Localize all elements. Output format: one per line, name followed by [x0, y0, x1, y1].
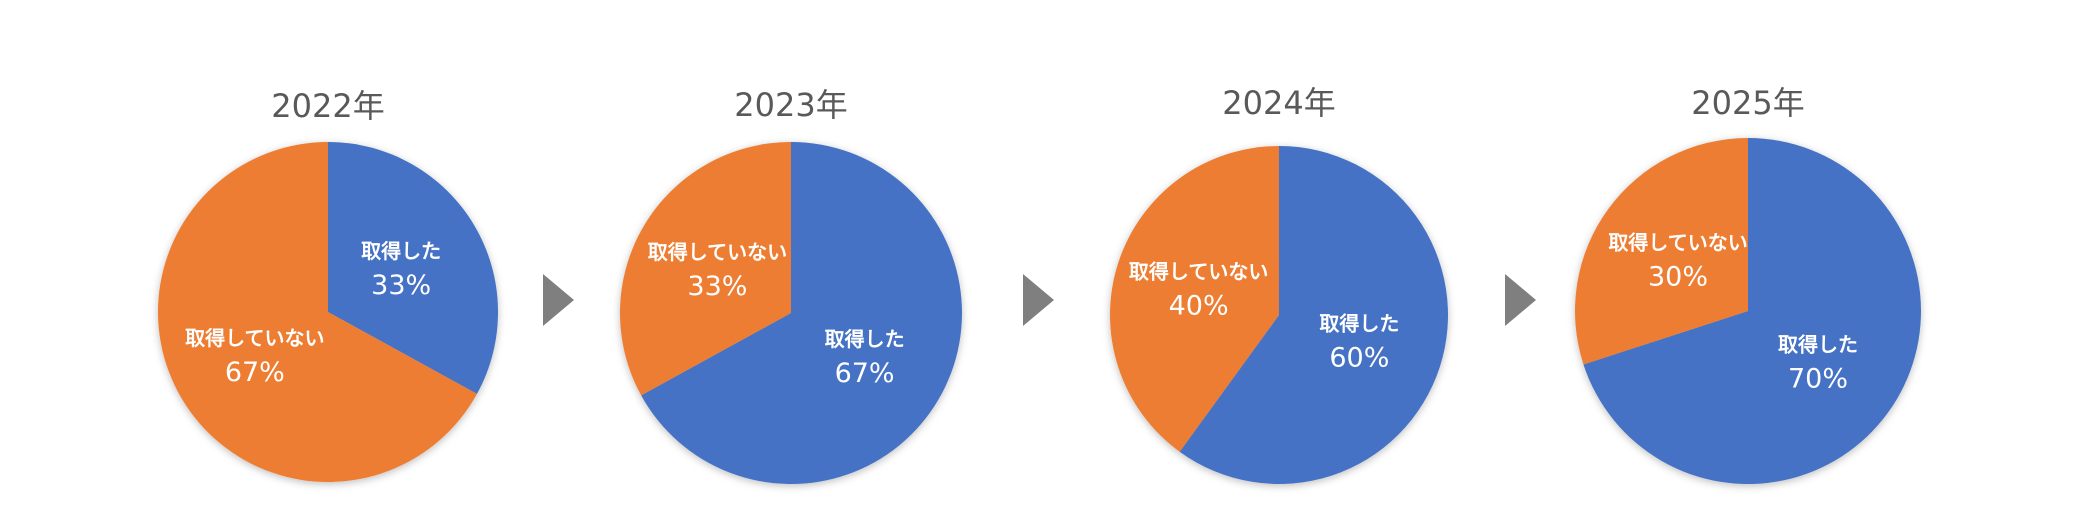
pie	[158, 141, 499, 482]
slice-category: 取得した	[825, 327, 905, 351]
arrow	[1023, 274, 1054, 326]
pie	[1574, 138, 1921, 484]
slice-category: 取得していない	[648, 240, 787, 264]
pie-slice	[1583, 138, 1921, 484]
slice-value-label: 40%	[1169, 290, 1229, 321]
slice-category: 取得した	[1778, 332, 1858, 356]
slice-category: 取得した	[1319, 312, 1399, 336]
chart-title: 2022年	[271, 87, 384, 125]
chart-title: 2025年	[1691, 84, 1804, 122]
slice-value-label: 30%	[1648, 262, 1708, 293]
arrow	[543, 274, 574, 326]
pie-slice	[158, 141, 477, 482]
slice-value-label: 70%	[1788, 363, 1848, 394]
slice-value-label: 67%	[225, 357, 285, 388]
slice-value-label: 60%	[1329, 343, 1389, 374]
pie-slice	[619, 142, 791, 396]
slice-value-label: 67%	[835, 358, 895, 389]
chart-title: 2024年	[1222, 84, 1335, 122]
slice-category: 取得していない	[185, 326, 324, 350]
pie-slice	[641, 142, 962, 484]
pie	[619, 142, 962, 484]
pie	[1110, 146, 1448, 485]
slice-category: 取得した	[361, 239, 441, 263]
pie-slice	[328, 142, 499, 394]
chart-title: 2023年	[734, 86, 847, 124]
slice-value-label: 33%	[687, 271, 747, 302]
pie-slice	[1574, 138, 1748, 365]
slice-category: 取得していない	[1129, 259, 1268, 283]
arrow	[1505, 274, 1536, 326]
pie-slice	[1179, 146, 1448, 485]
slice-category: 取得していない	[1608, 231, 1747, 255]
pie-slice	[1110, 146, 1279, 452]
slice-value-label: 33%	[371, 270, 431, 301]
